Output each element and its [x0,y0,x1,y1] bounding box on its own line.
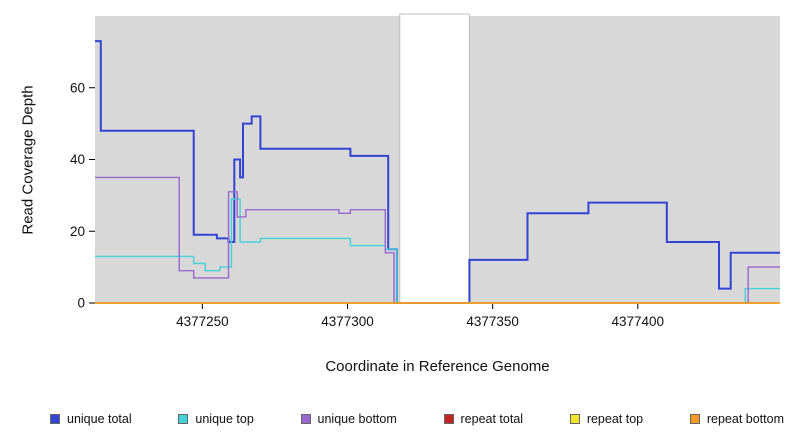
legend-swatch-icon [569,414,580,424]
x-axis-tick-label: 4377300 [321,314,374,329]
legend-label: unique total [67,412,132,426]
legend-swatch-icon [443,414,454,424]
legend-item-unique-top: unique top [178,412,254,426]
x-axis-tick-label: 4377350 [466,314,519,329]
legend-label: unique bottom [317,412,397,426]
y-axis-tick-label: 40 [70,152,85,167]
legend-item-unique-bottom: unique bottom [300,412,397,426]
y-axis-tick-label: 0 [77,296,85,311]
series-unique-bottom [95,176,780,304]
legend-swatch-icon [689,414,700,424]
legend-item-repeat-top: repeat top [569,412,644,426]
y-axis-tick-label: 60 [70,80,85,95]
legend-swatch-icon [300,414,311,424]
legend-label: unique top [195,412,254,426]
legend-swatch-icon [178,414,189,424]
x-axis-tick-label: 4377250 [176,314,229,329]
legend-label: repeat top [586,412,644,426]
series-unique-total [95,40,780,304]
legend-label: repeat total [460,412,524,426]
legend-label: repeat bottom [706,412,784,426]
x-axis-label: Coordinate in Reference Genome [325,358,550,375]
legend-swatch-icon [50,414,60,424]
x-axis-tick-label: 4377400 [611,314,664,329]
masked-region [399,13,470,304]
series-unique-top [95,198,780,304]
legend-item-repeat-total: repeat total [443,412,524,426]
y-axis-tick-label: 20 [70,224,85,239]
y-axis-label: Read Coverage Depth [19,85,37,235]
legend-item-unique-total: unique total [50,412,132,426]
legend: unique total unique top unique bottom repea… [50,412,784,426]
legend-item-repeat-bottom: repeat bottom [689,412,784,426]
